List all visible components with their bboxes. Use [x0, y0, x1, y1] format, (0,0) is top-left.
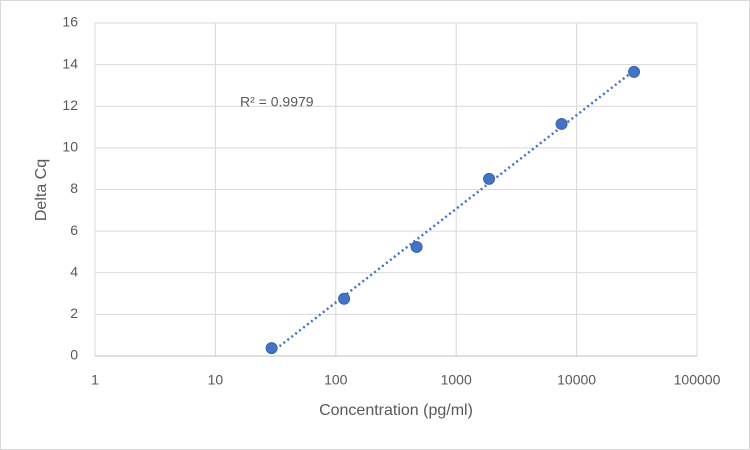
- data-point: [265, 342, 278, 355]
- x-tick-label: 100000: [674, 372, 721, 388]
- data-point: [628, 65, 641, 78]
- x-tick-label: 10: [208, 372, 224, 388]
- y-tick-label: 4: [70, 263, 78, 279]
- x-tick-label: 1000: [441, 372, 472, 388]
- x-tick-label: 100: [324, 372, 348, 388]
- y-tick-label: 16: [62, 14, 78, 30]
- y-tick-label: 14: [62, 55, 78, 71]
- y-tick-label: 12: [62, 97, 78, 113]
- trendline: [270, 69, 635, 354]
- data-point: [555, 117, 568, 130]
- trendline-label: R² = 0.9979: [240, 94, 314, 110]
- x-tick-label: 10000: [557, 372, 596, 388]
- x-tick-label: 1: [91, 372, 99, 388]
- data-point: [410, 240, 423, 253]
- y-axis-title: Delta Cq: [33, 159, 50, 221]
- data-point: [483, 172, 496, 185]
- y-tick-label: 2: [70, 305, 78, 321]
- y-tick-label: 6: [70, 222, 78, 238]
- y-tick-label: 8: [70, 180, 78, 196]
- x-axis-title: Concentration (pg/ml): [319, 402, 473, 419]
- data-point: [338, 292, 351, 305]
- y-tick-label: 0: [70, 347, 78, 363]
- y-tick-label: 10: [62, 139, 78, 155]
